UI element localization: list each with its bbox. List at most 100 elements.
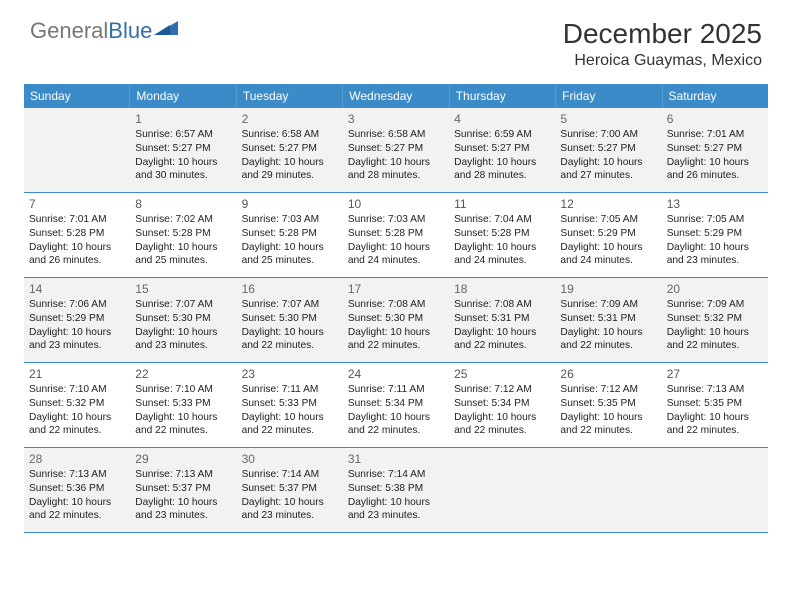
day-cell: 12Sunrise: 7:05 AMSunset: 5:29 PMDayligh… [555,193,661,277]
day-number: 30 [242,451,338,467]
sunset-line: Sunset: 5:28 PM [29,227,125,241]
day-number: 4 [454,111,550,127]
sunrise-line: Sunrise: 6:58 AM [348,128,444,142]
daylight-line: Daylight: 10 hours and 22 minutes. [242,411,338,439]
daylight-line: Daylight: 10 hours and 27 minutes. [560,156,656,184]
day-cell: 2Sunrise: 6:58 AMSunset: 5:27 PMDaylight… [237,108,343,192]
day-number: 27 [667,366,763,382]
logo-word-2: Blue [108,18,152,44]
day-cell [449,448,555,532]
day-number: 25 [454,366,550,382]
daylight-line: Daylight: 10 hours and 23 minutes. [29,326,125,354]
day-number: 26 [560,366,656,382]
day-number: 21 [29,366,125,382]
sunrise-line: Sunrise: 7:09 AM [560,298,656,312]
day-number: 11 [454,196,550,212]
day-cell: 27Sunrise: 7:13 AMSunset: 5:35 PMDayligh… [662,363,768,447]
sunrise-line: Sunrise: 7:11 AM [242,383,338,397]
day-number: 1 [135,111,231,127]
sunset-line: Sunset: 5:28 PM [454,227,550,241]
daylight-line: Daylight: 10 hours and 22 minutes. [29,411,125,439]
sunset-line: Sunset: 5:32 PM [667,312,763,326]
day-number: 31 [348,451,444,467]
sunrise-line: Sunrise: 7:03 AM [242,213,338,227]
sunrise-line: Sunrise: 7:04 AM [454,213,550,227]
sunset-line: Sunset: 5:37 PM [135,482,231,496]
sunset-line: Sunset: 5:27 PM [135,142,231,156]
day-number: 22 [135,366,231,382]
daylight-line: Daylight: 10 hours and 24 minutes. [348,241,444,269]
sunrise-line: Sunrise: 7:14 AM [348,468,444,482]
day-header: Saturday [663,84,768,108]
logo-triangle-icon [154,19,180,37]
daylight-line: Daylight: 10 hours and 29 minutes. [242,156,338,184]
day-number: 13 [667,196,763,212]
sunset-line: Sunset: 5:27 PM [454,142,550,156]
day-cell: 29Sunrise: 7:13 AMSunset: 5:37 PMDayligh… [130,448,236,532]
day-cell: 13Sunrise: 7:05 AMSunset: 5:29 PMDayligh… [662,193,768,277]
daylight-line: Daylight: 10 hours and 23 minutes. [667,241,763,269]
sunrise-line: Sunrise: 7:05 AM [560,213,656,227]
sunrise-line: Sunrise: 7:10 AM [29,383,125,397]
day-number: 12 [560,196,656,212]
day-cell: 6Sunrise: 7:01 AMSunset: 5:27 PMDaylight… [662,108,768,192]
sunset-line: Sunset: 5:31 PM [560,312,656,326]
day-cell: 26Sunrise: 7:12 AMSunset: 5:35 PMDayligh… [555,363,661,447]
sunrise-line: Sunrise: 7:07 AM [135,298,231,312]
daylight-line: Daylight: 10 hours and 22 minutes. [348,411,444,439]
day-cell: 15Sunrise: 7:07 AMSunset: 5:30 PMDayligh… [130,278,236,362]
daylight-line: Daylight: 10 hours and 25 minutes. [135,241,231,269]
sunset-line: Sunset: 5:34 PM [454,397,550,411]
daylight-line: Daylight: 10 hours and 22 minutes. [667,411,763,439]
calendar-body: 1Sunrise: 6:57 AMSunset: 5:27 PMDaylight… [24,108,768,533]
sunset-line: Sunset: 5:37 PM [242,482,338,496]
day-number: 28 [29,451,125,467]
daylight-line: Daylight: 10 hours and 22 minutes. [348,326,444,354]
day-cell: 7Sunrise: 7:01 AMSunset: 5:28 PMDaylight… [24,193,130,277]
day-cell: 1Sunrise: 6:57 AMSunset: 5:27 PMDaylight… [130,108,236,192]
sunset-line: Sunset: 5:29 PM [29,312,125,326]
daylight-line: Daylight: 10 hours and 23 minutes. [135,496,231,524]
daylight-line: Daylight: 10 hours and 22 minutes. [560,411,656,439]
sunset-line: Sunset: 5:33 PM [135,397,231,411]
day-number: 16 [242,281,338,297]
day-cell: 17Sunrise: 7:08 AMSunset: 5:30 PMDayligh… [343,278,449,362]
day-number: 17 [348,281,444,297]
daylight-line: Daylight: 10 hours and 22 minutes. [29,496,125,524]
day-cell: 21Sunrise: 7:10 AMSunset: 5:32 PMDayligh… [24,363,130,447]
sunset-line: Sunset: 5:27 PM [242,142,338,156]
daylight-line: Daylight: 10 hours and 23 minutes. [348,496,444,524]
page-header: GeneralBlue December 2025 Heroica Guayma… [0,0,792,78]
sunrise-line: Sunrise: 7:13 AM [135,468,231,482]
day-cell: 30Sunrise: 7:14 AMSunset: 5:37 PMDayligh… [237,448,343,532]
daylight-line: Daylight: 10 hours and 24 minutes. [560,241,656,269]
daylight-line: Daylight: 10 hours and 26 minutes. [29,241,125,269]
sunrise-line: Sunrise: 6:57 AM [135,128,231,142]
month-title: December 2025 [563,18,762,50]
sunset-line: Sunset: 5:38 PM [348,482,444,496]
week-row: 28Sunrise: 7:13 AMSunset: 5:36 PMDayligh… [24,448,768,533]
sunrise-line: Sunrise: 7:01 AM [29,213,125,227]
sunrise-line: Sunrise: 7:06 AM [29,298,125,312]
day-header: Friday [556,84,662,108]
day-cell: 28Sunrise: 7:13 AMSunset: 5:36 PMDayligh… [24,448,130,532]
sunset-line: Sunset: 5:27 PM [348,142,444,156]
week-row: 7Sunrise: 7:01 AMSunset: 5:28 PMDaylight… [24,193,768,278]
day-cell: 11Sunrise: 7:04 AMSunset: 5:28 PMDayligh… [449,193,555,277]
day-header: Monday [130,84,236,108]
day-number: 6 [667,111,763,127]
sunrise-line: Sunrise: 7:09 AM [667,298,763,312]
day-cell: 19Sunrise: 7:09 AMSunset: 5:31 PMDayligh… [555,278,661,362]
day-number: 29 [135,451,231,467]
sunrise-line: Sunrise: 7:11 AM [348,383,444,397]
day-cell: 31Sunrise: 7:14 AMSunset: 5:38 PMDayligh… [343,448,449,532]
sunrise-line: Sunrise: 7:12 AM [454,383,550,397]
daylight-line: Daylight: 10 hours and 22 minutes. [135,411,231,439]
day-cell: 9Sunrise: 7:03 AMSunset: 5:28 PMDaylight… [237,193,343,277]
logo: GeneralBlue [30,18,180,44]
day-cell: 20Sunrise: 7:09 AMSunset: 5:32 PMDayligh… [662,278,768,362]
sunrise-line: Sunrise: 6:59 AM [454,128,550,142]
sunrise-line: Sunrise: 7:14 AM [242,468,338,482]
day-header: Tuesday [237,84,343,108]
sunset-line: Sunset: 5:36 PM [29,482,125,496]
